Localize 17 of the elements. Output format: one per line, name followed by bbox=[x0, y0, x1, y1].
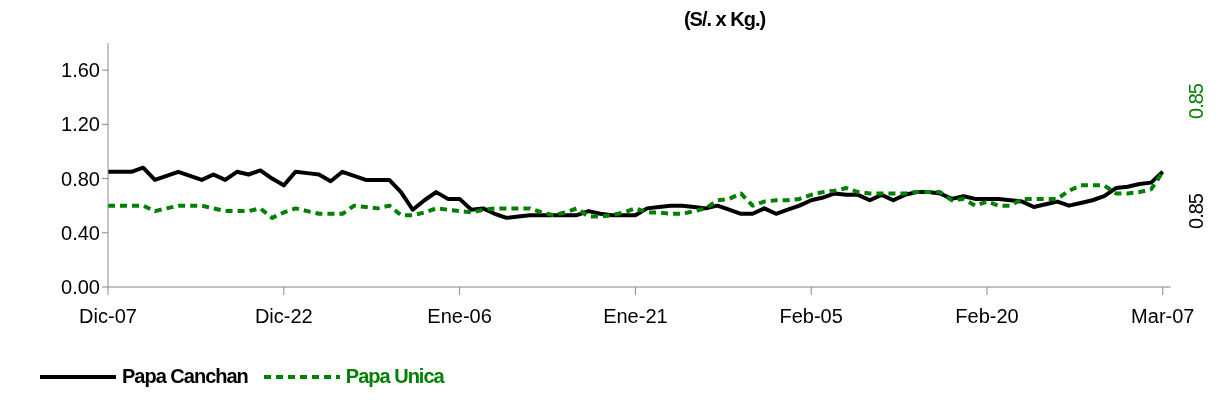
x-tick-label: Feb-05 bbox=[779, 305, 843, 328]
x-tick-label: Dic-22 bbox=[254, 305, 313, 328]
text: 0.85 bbox=[1184, 83, 1208, 119]
y-tick-label: 1.20 bbox=[61, 113, 100, 136]
y-tick-label: 0.00 bbox=[61, 276, 100, 299]
legend-label: Papa Unica bbox=[345, 365, 444, 388]
x-tick-label: Ene-06 bbox=[427, 305, 492, 328]
x-tick-label: Feb-20 bbox=[955, 305, 1019, 328]
x-tick-label: Mar-07 bbox=[1131, 305, 1195, 328]
text: 0.85 bbox=[1184, 193, 1208, 229]
legend-label: Papa Canchan bbox=[122, 365, 248, 388]
x-tick-label: Ene-21 bbox=[603, 305, 668, 328]
y-tick-label: 0.80 bbox=[61, 167, 100, 190]
chart-title: (S/. x Kg.) bbox=[682, 8, 767, 31]
x-tick-label: Dic-07 bbox=[79, 305, 137, 328]
y-tick-label: 0.40 bbox=[61, 221, 100, 244]
y-tick-label: 1.60 bbox=[61, 59, 100, 82]
